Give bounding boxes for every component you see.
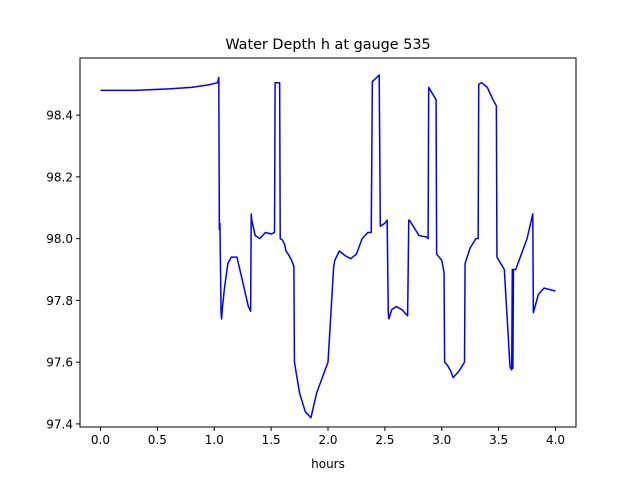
y-axis-ticks: 97.4 97.6 97.8 98.0 98.2 98.4 [46,109,80,431]
series-line-0 [100,74,556,419]
y-tick-label: 97.6 [46,356,73,370]
chart-title: Water Depth h at gauge 535 [225,37,430,53]
y-tick-label: 97.8 [46,294,73,308]
plot-frame [79,57,577,428]
y-tick-label: 98.2 [46,170,73,184]
x-tick-label: 2.0 [318,433,337,447]
x-tick-label: 4.0 [546,433,565,447]
x-tick-label: 1.5 [262,433,281,447]
plot-area [100,74,556,419]
x-axis-ticks: 0.0 0.5 1.0 1.5 2.0 2.5 3.0 3.5 4.0 [91,427,565,447]
x-axis-label: hours [311,457,345,471]
y-tick-label: 98.4 [46,109,73,123]
y-tick-label: 98.0 [46,232,73,246]
x-tick-label: 1.0 [205,433,224,447]
x-tick-label: 3.5 [489,433,508,447]
x-tick-label: 0.5 [148,433,167,447]
y-tick-label: 97.4 [46,417,73,431]
x-tick-label: 3.0 [432,433,451,447]
x-tick-label: 2.5 [375,433,394,447]
x-tick-label: 0.0 [91,433,110,447]
